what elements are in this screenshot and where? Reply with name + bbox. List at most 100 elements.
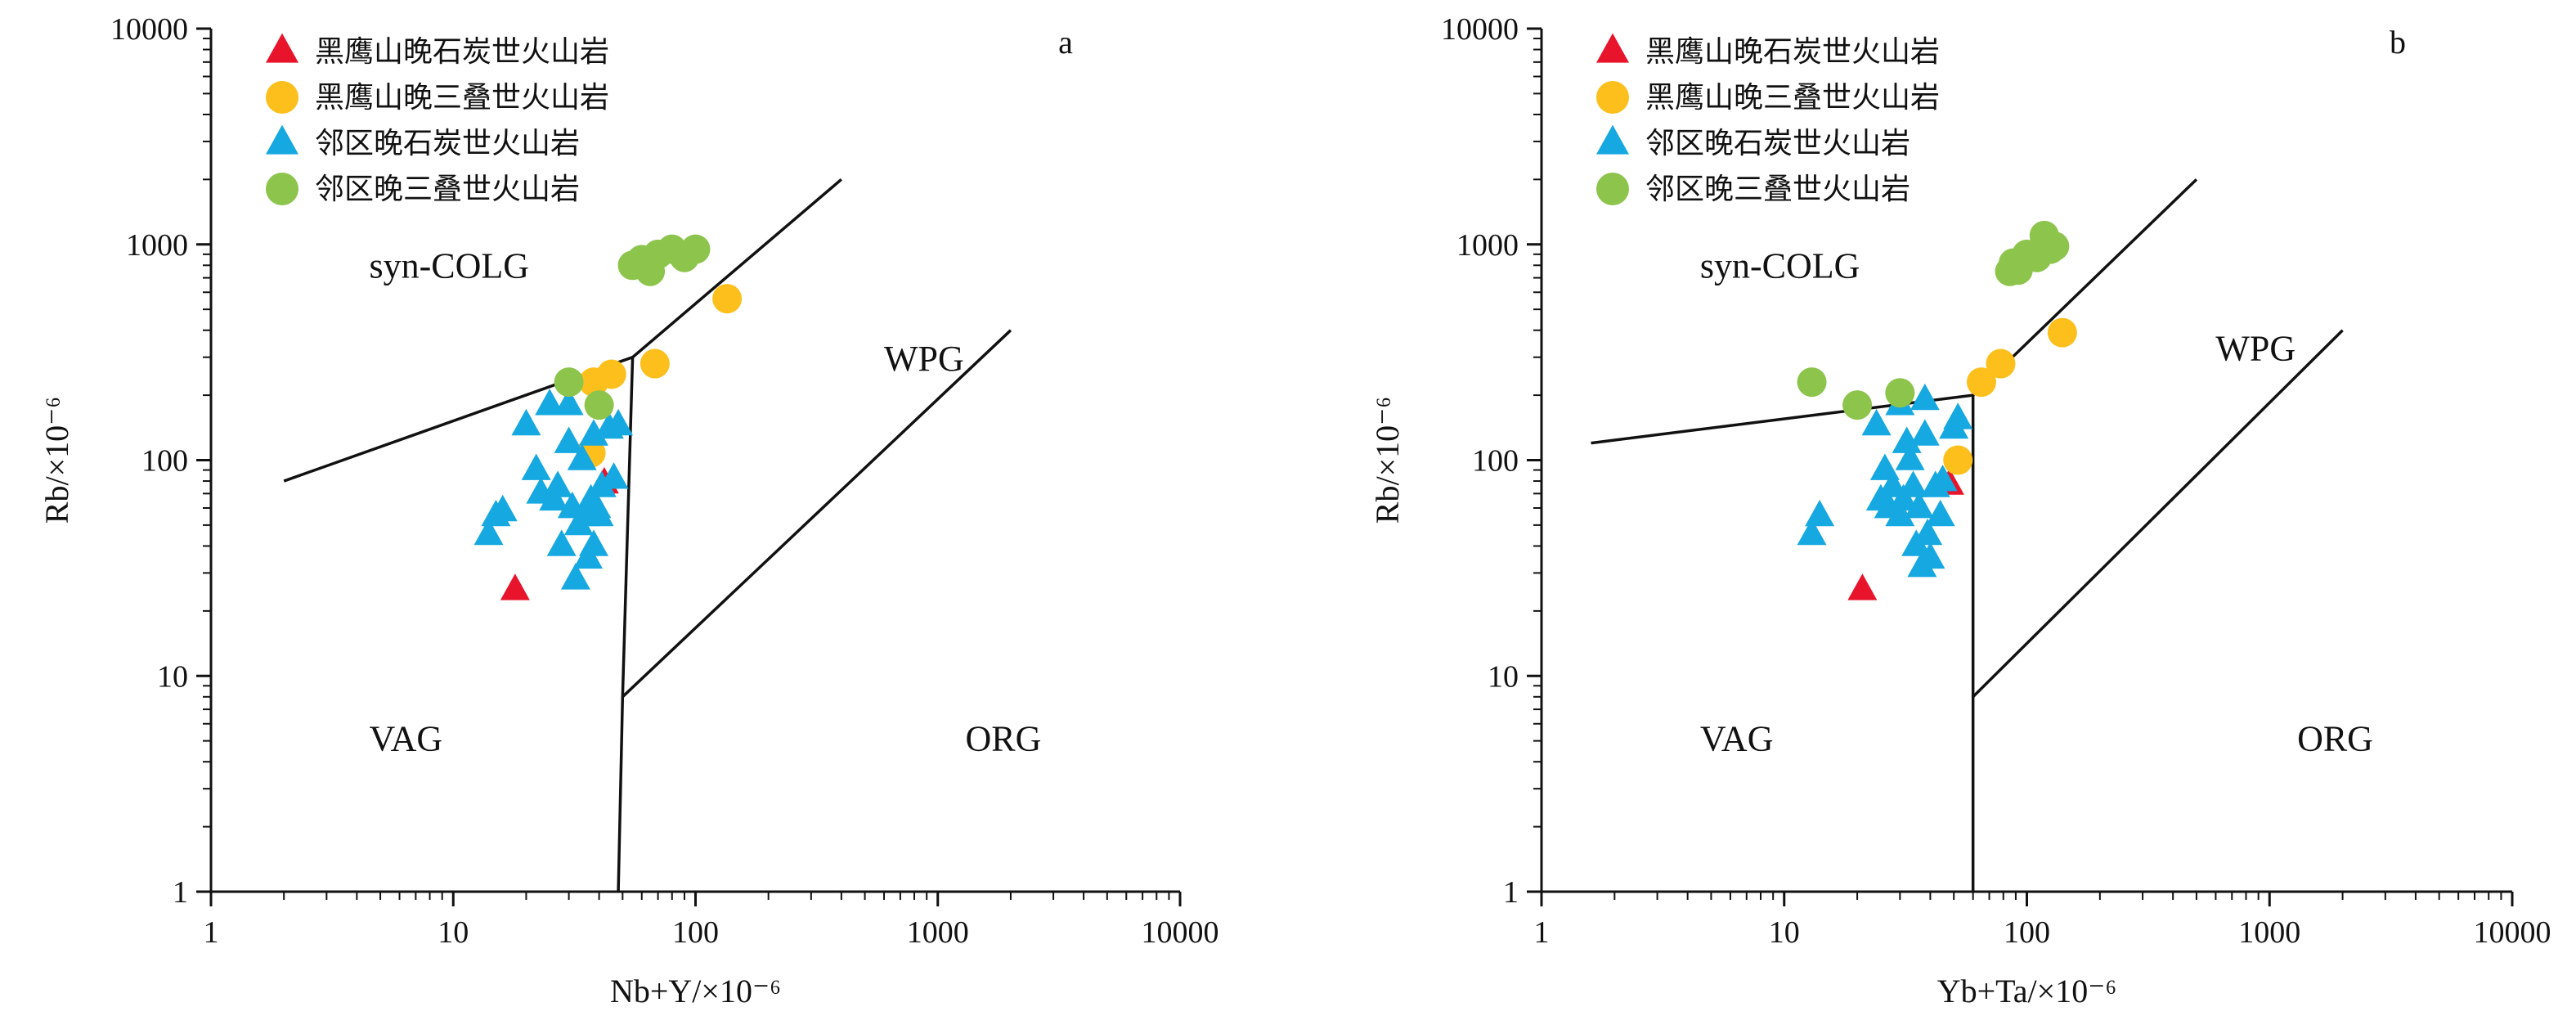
chart-a-data-point	[584, 499, 614, 527]
chart-b-legend-entry: 邻区晚三叠世火山岩	[1645, 173, 1910, 206]
chart-a-field-boundary	[621, 329, 1012, 700]
chart-b-series-1	[1943, 317, 2077, 475]
chart-b-legend-symbol	[1596, 33, 1629, 63]
chart-a-series-2	[473, 389, 634, 590]
chart-b-field-boundary	[1972, 329, 2344, 699]
chart-b-data-point	[1888, 483, 1919, 511]
chart-a-x-tick-label: 10000	[1142, 915, 1219, 950]
chart-a-data-point	[511, 408, 541, 436]
chart-a-y-tick-label: 1	[173, 875, 188, 910]
chart-a-legend-entry: 邻区晚三叠世火山岩	[315, 173, 580, 206]
chart-a-data-point	[554, 367, 584, 398]
chart-a-data-point	[567, 443, 597, 470]
chart-b-legend-entry: 邻区晚石炭世火山岩	[1645, 127, 1910, 160]
chart-b-legend-symbol	[1596, 124, 1629, 155]
chart-b-data-point	[1913, 518, 1943, 546]
panel-b: 1 10 100 1000 10000 1 10 100 1000 10000 Yb+Ta/×10⁻…	[1369, 12, 2551, 1009]
chart-a-field-label: WPG	[884, 339, 964, 379]
chart-a-legend-symbol	[266, 33, 298, 63]
chart-b-data-point	[1904, 491, 1934, 519]
chart-b-data-point	[1910, 419, 1940, 446]
chart-a-legend-symbol	[266, 173, 298, 205]
chart-b-x-tick-label: 1	[1534, 915, 1550, 950]
chart-b-data-point	[1986, 348, 2016, 379]
chart-b-panel-label: b	[2390, 24, 2406, 61]
chart-b-field-label: VAG	[1700, 719, 1774, 759]
chart-a-data-point	[560, 563, 590, 590]
chart-b-field-label: syn-COLG	[1700, 246, 1860, 286]
chart-b-data-point	[1847, 573, 1878, 600]
chart-b-legend-symbol	[1596, 173, 1629, 205]
chart-a-legend-symbol	[266, 124, 298, 155]
chart-b-series-2	[1797, 383, 1973, 578]
chart-a-data-point	[579, 529, 609, 556]
chart-b-field-label: ORG	[2297, 719, 2373, 759]
chart-a-legend-symbol	[266, 81, 298, 114]
chart-b-y-tick-label: 100	[1472, 444, 1519, 479]
chart-a-x-tick-label: 1000	[907, 915, 969, 950]
chart-a-data-point	[604, 408, 634, 436]
chart-b-data-point	[2047, 317, 2077, 348]
chart-a-data-point	[521, 453, 551, 480]
chart-b-x-tick-label: 10000	[2474, 915, 2551, 950]
chart-b-y-tick-label: 1000	[1456, 228, 1519, 263]
chart-b-data-point	[1910, 383, 1940, 411]
chart-b-data-point	[1861, 408, 1892, 436]
chart-a-x-tick-label: 1	[204, 915, 219, 950]
chart-a-data-point	[599, 462, 629, 489]
chart-b-data-point	[2040, 232, 2070, 262]
chart-a-data-point	[554, 426, 584, 453]
chart-b-data-point	[1842, 390, 1873, 420]
chart-a-field-label: syn-COLG	[370, 246, 530, 286]
panel-a: 1 10 100 1000 10000 1 10 100 1000 10000 Nb+Y/×10⁻⁶…	[38, 12, 1219, 1009]
chart-b-data-point	[1943, 445, 1973, 475]
chart-a-data-point	[554, 389, 584, 416]
chart-a-data-point	[712, 284, 743, 314]
chart-a-y-tick-label: 10	[157, 659, 188, 694]
chart-b-legend-entry: 黑鹰山晚三叠世火山岩	[1645, 81, 1940, 115]
chart-a-field-label: VAG	[370, 719, 443, 759]
chart-a-data-point	[473, 518, 504, 546]
chart-b-data-point	[1885, 499, 1915, 527]
chart-b-data-point	[1797, 518, 1827, 546]
chart-a-data-point	[680, 234, 711, 264]
chart-a-x-tick-label: 100	[672, 915, 719, 950]
chart-b-legend-entry: 黑鹰山晚石炭世火山岩	[1645, 35, 1940, 69]
chart-b-x-tick-label: 1000	[2238, 915, 2300, 950]
chart-b-x-tick-label: 100	[2004, 915, 2050, 950]
chart-a-field-label: ORG	[966, 719, 1042, 759]
chart-b-y-axis-label: Rb/×10⁻⁶	[1369, 397, 1406, 524]
chart-a-y-tick-label: 10000	[110, 12, 188, 47]
chart-b-data-point	[1915, 542, 1945, 569]
chart-b-data-point	[1898, 470, 1928, 497]
chart-a-data-point	[535, 389, 565, 416]
chart-a-x-tick-label: 10	[438, 915, 469, 950]
chart-b-y-tick-label: 10	[1488, 659, 1519, 694]
chart-b-y-tick-label: 1	[1503, 875, 1519, 910]
chart-b-x-axis-label: Yb+Ta/×10⁻⁶	[1937, 973, 2117, 1009]
chart-b-y-tick-label: 10000	[1441, 12, 1519, 47]
chart-a-data-point	[543, 470, 573, 497]
chart-b-data-point	[1892, 426, 1922, 453]
chart-a-data-point	[546, 529, 577, 556]
chart-a-y-tick-label: 1000	[126, 228, 188, 263]
chart-a-data-point	[579, 419, 609, 446]
chart-a-legend-entry: 黑鹰山晚石炭世火山岩	[315, 35, 609, 69]
chart-a-data-point	[584, 390, 614, 420]
chart-a-data-point	[640, 348, 670, 379]
chart-b-x-tick-label: 10	[1769, 915, 1800, 950]
chart-a-field-boundary	[283, 178, 842, 483]
chart-b-data-point	[1797, 367, 1827, 398]
chart-a-x-axis-label: Nb+Y/×10⁻⁶	[610, 973, 781, 1009]
chart-a-series-3	[554, 234, 711, 420]
chart-b-series-3	[1797, 220, 2070, 420]
chart-a-data-point	[487, 494, 518, 522]
chart-b-data-point	[1925, 499, 1955, 527]
chart-b-data-point	[1943, 402, 1973, 429]
chart-a-panel-label: a	[1058, 24, 1073, 61]
chart-a-data-point	[586, 470, 617, 497]
chart-b-data-point	[1928, 464, 1958, 492]
